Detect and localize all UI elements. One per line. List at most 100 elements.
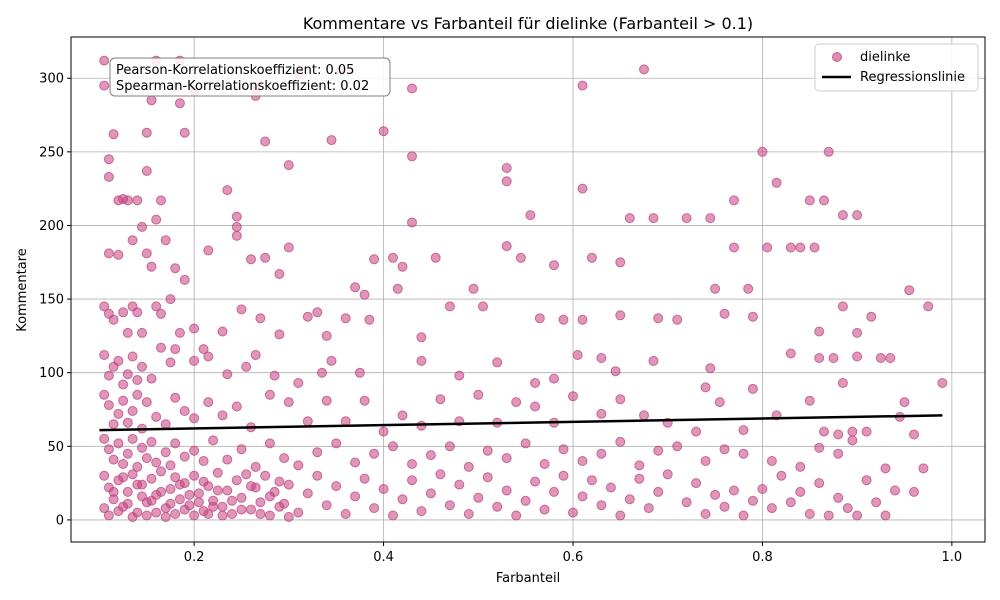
data-point — [156, 195, 166, 206]
data-point — [170, 509, 181, 519]
data-point — [165, 484, 176, 494]
data-point — [255, 313, 266, 324]
data-point — [738, 510, 749, 521]
data-point — [648, 213, 659, 224]
data-point — [146, 95, 157, 106]
data-point — [378, 484, 389, 494]
data-point — [113, 438, 124, 449]
data-point — [407, 459, 417, 469]
data-point — [193, 497, 204, 508]
data-point — [369, 448, 380, 459]
data-point — [103, 154, 114, 165]
data-point — [407, 83, 417, 94]
data-point — [99, 55, 110, 66]
data-point — [861, 475, 872, 486]
data-point — [833, 448, 844, 459]
data-point — [875, 353, 886, 363]
data-point — [388, 441, 398, 452]
data-point — [672, 314, 683, 325]
data-point — [397, 261, 408, 272]
data-point — [108, 314, 119, 325]
data-point — [170, 438, 181, 449]
data-point — [482, 445, 493, 456]
data-point — [146, 261, 157, 272]
data-point — [392, 283, 403, 294]
data-point — [814, 478, 825, 489]
data-point — [785, 242, 796, 253]
data-point — [174, 98, 185, 109]
data-point — [146, 473, 157, 484]
data-point — [624, 213, 635, 224]
data-point — [468, 283, 479, 294]
data-point — [165, 357, 176, 368]
data-point — [99, 433, 110, 444]
data-point — [842, 503, 853, 514]
data-point — [127, 235, 138, 246]
data-point — [866, 311, 877, 322]
data-point — [264, 510, 275, 521]
data-point — [558, 314, 569, 325]
data-point — [274, 501, 285, 512]
data-point — [918, 463, 929, 474]
data-point — [515, 252, 526, 263]
data-point — [482, 472, 493, 483]
data-point — [814, 326, 825, 337]
data-point — [122, 327, 133, 338]
data-point — [388, 510, 398, 521]
x-tick-label: 1.0 — [942, 550, 963, 565]
data-point — [525, 210, 536, 221]
data-point — [852, 327, 863, 338]
spearman-text: Spearman-Korrelationskoeffizient: 0.02 — [116, 79, 369, 94]
data-point — [317, 367, 327, 378]
data-point — [454, 479, 465, 490]
data-point — [151, 411, 162, 422]
data-point — [122, 498, 133, 509]
data-point — [217, 410, 228, 421]
data-point — [340, 509, 351, 519]
data-point — [208, 435, 219, 446]
data-point — [312, 307, 323, 318]
x-axis-label: Farbanteil — [496, 571, 560, 586]
data-point — [151, 507, 162, 518]
data-point — [634, 473, 645, 484]
data-point — [236, 304, 247, 315]
data-point — [340, 313, 351, 324]
data-point — [293, 378, 304, 388]
data-point — [719, 501, 730, 512]
data-point — [425, 450, 436, 461]
data-point — [852, 210, 863, 221]
data-point — [847, 426, 858, 437]
data-point — [189, 413, 200, 424]
data-point — [549, 486, 559, 497]
data-point — [700, 456, 711, 466]
x-tick-label: 0.6 — [563, 550, 584, 565]
data-point — [160, 235, 171, 246]
data-point — [577, 80, 588, 91]
plot-frame — [70, 36, 986, 543]
data-point — [246, 254, 256, 265]
data-point — [321, 330, 332, 341]
data-point — [416, 332, 427, 343]
data-point — [823, 146, 834, 157]
data-point — [118, 395, 129, 406]
data-point — [231, 475, 242, 486]
data-point — [639, 410, 649, 421]
data-point — [113, 408, 124, 419]
data-point — [108, 486, 119, 497]
data-point — [577, 456, 588, 466]
data-point — [174, 494, 185, 505]
data-point — [118, 472, 129, 483]
data-point — [511, 397, 522, 408]
data-point — [217, 501, 228, 512]
data-point — [833, 429, 844, 440]
data-point — [653, 445, 664, 456]
data-point — [662, 469, 673, 480]
data-point — [274, 269, 285, 279]
data-point — [231, 230, 242, 241]
data-point — [871, 497, 882, 508]
data-point — [785, 348, 796, 359]
data-point — [255, 497, 266, 508]
data-point — [729, 242, 739, 253]
data-point — [99, 80, 110, 91]
data-point — [217, 510, 228, 521]
